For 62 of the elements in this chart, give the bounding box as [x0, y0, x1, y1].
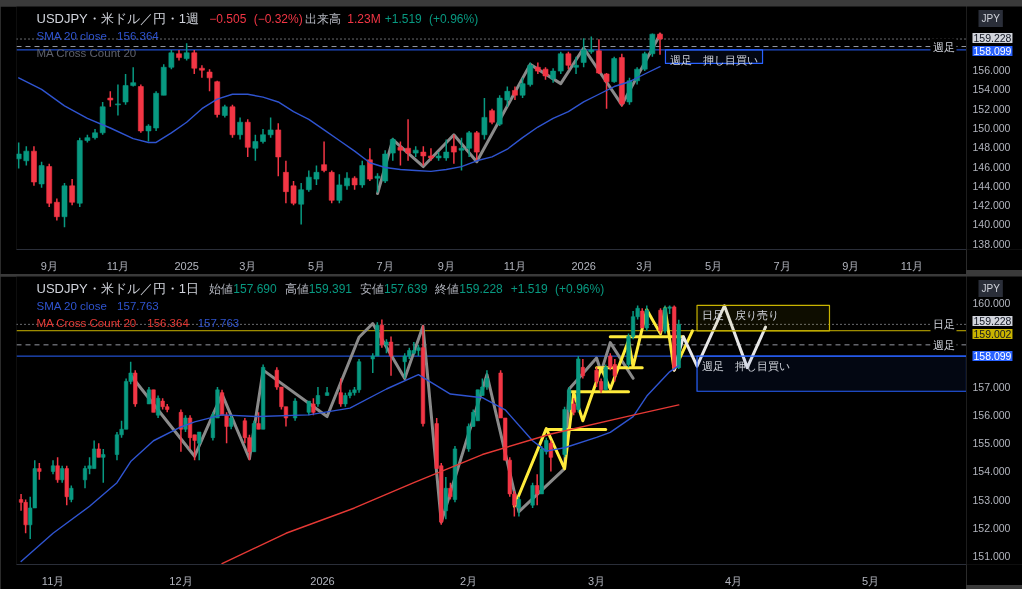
y-tick-label: 156.000	[972, 409, 1011, 422]
x-tick-label: 3月	[239, 259, 257, 272]
annotation: 週足 押し目買い	[702, 360, 791, 373]
y-tick-label: 157.000	[972, 381, 1011, 394]
x-tick-label: 11月	[900, 259, 924, 272]
y-tick-label: 159.228	[973, 31, 1012, 44]
x-tick-label: 11月	[503, 259, 527, 272]
text: SMA 20 close	[36, 299, 107, 312]
y-tick-label: 154.000	[972, 465, 1011, 478]
x-tick-label: 11月	[106, 259, 130, 272]
x-tick-label: 3月	[636, 259, 654, 272]
y-tick-label: 140.000	[972, 218, 1011, 231]
annotation: 157.763	[197, 316, 240, 329]
y-tick-label: 142.000	[972, 199, 1011, 212]
y-tick-label: 158.099	[973, 350, 1012, 363]
y-tick-label: 154.000	[972, 83, 1011, 96]
y-tick-label: 138.000	[972, 237, 1011, 250]
y-tick-label: 158.099	[973, 44, 1012, 57]
x-tick-label: 5月	[862, 574, 880, 587]
y-axis-title: JPY	[981, 13, 1001, 24]
y-tick-label: 144.000	[972, 179, 1011, 192]
y-tick-label: 156.000	[972, 64, 1011, 77]
x-tick-label: 5月	[307, 259, 326, 272]
ref-line-label: 週足	[932, 338, 955, 351]
x-tick-label: 9月	[40, 259, 58, 272]
ref-line-label: 日足	[932, 318, 955, 331]
chart-title: USDJPY・米ドル／円・1週	[36, 11, 200, 26]
y-tick-label: 155.000	[972, 437, 1011, 450]
x-tick-label: 11月	[41, 574, 65, 587]
y-tick-label: 152.000	[972, 102, 1011, 115]
y-tick-label: 150.000	[972, 122, 1011, 134]
x-tick-label: 7月	[773, 259, 791, 272]
y-tick-label: 153.000	[972, 493, 1011, 506]
y-tick-label: 160.000	[972, 296, 1011, 309]
y-tick-label: 159.002	[973, 328, 1012, 341]
x-tick-label: 2月	[460, 574, 478, 587]
y-tick-label: 151.000	[972, 549, 1011, 562]
y-tick-label: 148.000	[972, 141, 1011, 154]
x-tick-label: 9月	[842, 259, 860, 272]
text: MA Cross Count 20	[36, 316, 137, 329]
x-tick-label: 7月	[376, 259, 394, 272]
y-tick-label: 159.228	[973, 315, 1012, 328]
x-tick-label: 2026	[310, 574, 335, 587]
x-tick-label: 5月	[704, 259, 723, 272]
x-tick-label: 4月	[725, 574, 743, 587]
annotation: 156.364	[147, 316, 190, 329]
chart-title: USDJPY・米ドル／円・1日	[36, 281, 200, 296]
ref-line-label: 週足	[932, 40, 955, 53]
y-tick-label: 146.000	[972, 160, 1011, 173]
annotation: 週足 押し目買い	[670, 53, 759, 66]
text: SMA 20 close	[36, 29, 107, 42]
text: 始値157.690 高値159.391 安値157.639 終値159.228 +1.519 (+0.96%)	[209, 281, 605, 296]
x-tick-label: 2026	[571, 259, 596, 272]
x-tick-label: 12月	[169, 574, 193, 587]
y-tick-label: 152.000	[972, 521, 1011, 534]
y-axis-title: JPY	[981, 283, 1001, 294]
x-tick-label: 2025	[174, 259, 199, 272]
annotation: 156.364	[117, 29, 160, 42]
annotation: 157.763	[117, 299, 159, 312]
x-tick-label: 3月	[587, 574, 606, 587]
text: −0.505 (−0.32%) 出来高 1.23M +1.519 (+0.96%)	[209, 11, 479, 26]
x-tick-label: 9月	[437, 259, 455, 272]
